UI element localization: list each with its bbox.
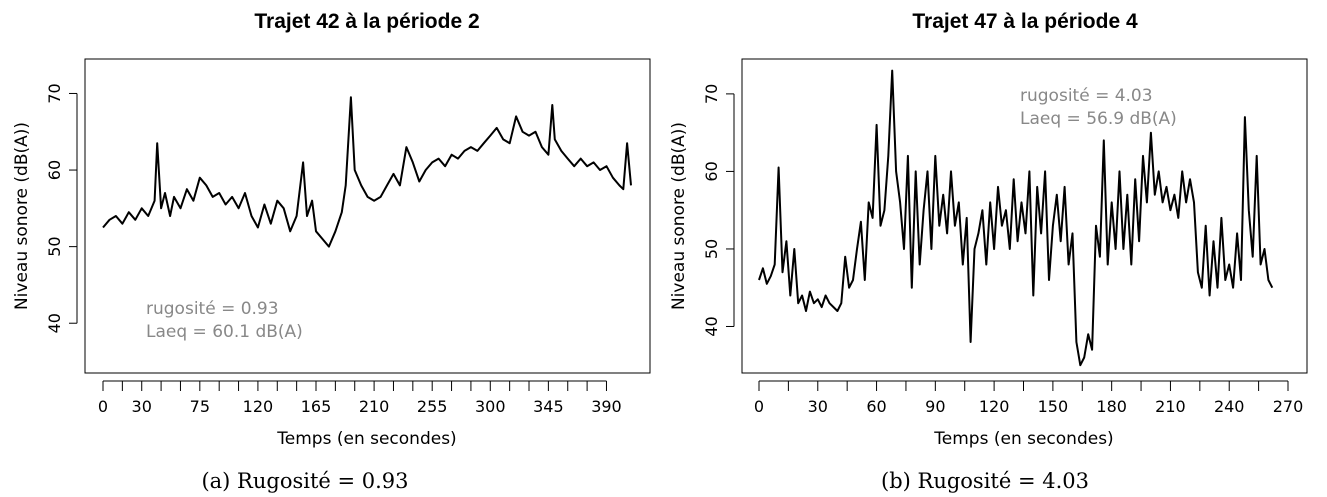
x-tick-label: 120 bbox=[243, 397, 274, 416]
y-axis-label: Niveau sonore (dB(A)) bbox=[669, 122, 689, 310]
x-tick-label: 75 bbox=[190, 397, 210, 416]
x-tick-label: 270 bbox=[1273, 397, 1304, 416]
y-axis-label: Niveau sonore (dB(A)) bbox=[12, 122, 32, 310]
x-tick-label: 165 bbox=[301, 397, 332, 416]
chart-title: Trajet 42 à la période 2 bbox=[254, 10, 479, 33]
x-tick-label: 30 bbox=[808, 397, 828, 416]
y-tick-label: 70 bbox=[702, 84, 721, 104]
chart-title: Trajet 47 à la période 4 bbox=[912, 10, 1138, 33]
y-tick-label: 40 bbox=[702, 316, 721, 336]
y-tick-label: 50 bbox=[45, 236, 64, 256]
x-axis: 0 30 60 90 120 150 180 210 240 270 bbox=[754, 380, 1304, 416]
x-tick-label: 345 bbox=[533, 397, 564, 416]
y-tick-label: 50 bbox=[702, 239, 721, 259]
x-tick-label: 180 bbox=[1096, 397, 1127, 416]
x-tick-label: 90 bbox=[925, 397, 945, 416]
x-tick-label: 240 bbox=[1214, 397, 1245, 416]
y-axis: 40 50 60 70 bbox=[702, 84, 735, 337]
series-line bbox=[758, 69, 1274, 367]
annotation-roughness: rugosité = 4.03 bbox=[1020, 86, 1153, 106]
x-tick-label: 0 bbox=[754, 397, 764, 416]
y-tick-label: 60 bbox=[702, 161, 721, 181]
x-tick-label: 210 bbox=[359, 397, 390, 416]
x-tick-label: 390 bbox=[591, 397, 622, 416]
x-axis-label: Temps (en secondes) bbox=[276, 429, 456, 449]
figure-caption: (a) Rugosité = 0.93 bbox=[201, 469, 408, 493]
annotation-laeq: Laeq = 56.9 dB(A) bbox=[1020, 109, 1177, 129]
chart-panel-a: Trajet 42 à la période 2 0 30 75 120 165 210 2… bbox=[12, 10, 651, 493]
series-line bbox=[102, 96, 632, 248]
y-tick-label: 60 bbox=[45, 160, 64, 180]
x-tick-label: 300 bbox=[475, 397, 506, 416]
x-tick-label: 255 bbox=[417, 397, 448, 416]
x-tick-label: 0 bbox=[98, 397, 108, 416]
x-tick-label: 150 bbox=[1038, 397, 1069, 416]
plot-frame bbox=[84, 58, 651, 374]
x-axis-label: Temps (en secondes) bbox=[933, 429, 1113, 449]
x-tick-label: 60 bbox=[866, 397, 886, 416]
y-tick-label: 70 bbox=[45, 83, 64, 103]
annotation-roughness: rugosité = 0.93 bbox=[146, 299, 279, 319]
x-tick-label: 30 bbox=[132, 397, 152, 416]
x-tick-label: 210 bbox=[1155, 397, 1186, 416]
y-tick-label: 40 bbox=[45, 313, 64, 333]
annotation-laeq: Laeq = 60.1 dB(A) bbox=[146, 322, 303, 342]
plot-frame bbox=[741, 58, 1308, 374]
x-tick-label: 120 bbox=[979, 397, 1010, 416]
y-axis: 40 50 60 70 bbox=[45, 83, 78, 333]
figure-caption: (b) Rugosité = 4.03 bbox=[881, 469, 1089, 493]
chart-panel-b: Trajet 47 à la période 4 0 30 60 90 120 150 18… bbox=[669, 10, 1308, 493]
x-axis: 0 30 75 120 165 210 255 300 345 390 bbox=[98, 380, 622, 416]
